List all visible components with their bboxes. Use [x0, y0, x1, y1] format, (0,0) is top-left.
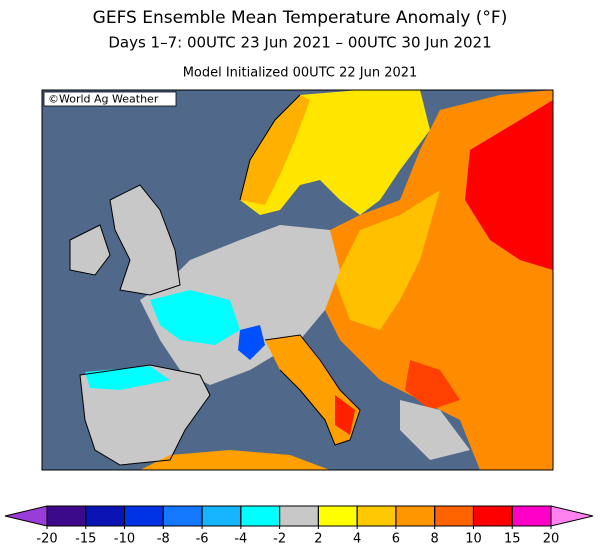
- france-cool: [150, 290, 240, 345]
- colorbar-segment: [395, 505, 436, 527]
- iberia: [80, 365, 210, 465]
- south-italy: [335, 395, 355, 435]
- coastline: [69, 94, 361, 466]
- colorbar-label: 2: [314, 532, 322, 547]
- colorbar-segment: [240, 505, 281, 527]
- map-frame: [41, 89, 554, 471]
- colorbar-label: 6: [392, 532, 400, 547]
- init-line: Model Initialized 00UTC 22 Jun 2021: [183, 66, 418, 81]
- colorbar-label: 10: [465, 532, 482, 547]
- colorbar-segment: [434, 505, 474, 527]
- balkan-hot: [405, 360, 460, 410]
- colorbar-label: 15: [504, 532, 521, 547]
- colorbar-segment: [317, 505, 358, 527]
- credit-box: [43, 91, 177, 107]
- colorbar-over: [550, 505, 594, 527]
- colorbar-label: -8: [157, 532, 170, 547]
- colorbar-segment: [279, 505, 319, 527]
- colorbar-label: -20: [36, 532, 57, 547]
- russia-hot: [465, 100, 553, 270]
- colorbar-under: [4, 505, 48, 527]
- colorbar-label: 20: [543, 532, 560, 547]
- colorbar-label: -4: [234, 532, 247, 547]
- colorbar-segment: [85, 505, 126, 527]
- subtitle: Days 1–7: 00UTC 23 Jun 2021 – 00UTC 30 J…: [108, 34, 491, 52]
- colorbar-label: 8: [431, 532, 439, 547]
- colorbar-segment: [356, 505, 397, 527]
- greece: [400, 400, 470, 460]
- ireland: [70, 225, 110, 275]
- colorbar-segment: [124, 505, 164, 527]
- norway-coast: [240, 95, 310, 205]
- colorbar-label: -2: [273, 532, 286, 547]
- colorbar-segment: [46, 505, 87, 527]
- credit: ©World Ag Weather: [48, 93, 159, 106]
- poland-band: [335, 190, 440, 330]
- title: GEFS Ensemble Mean Temperature Anomaly (…: [93, 8, 508, 28]
- alps-cool: [238, 325, 265, 360]
- iberia-coast: [85, 366, 170, 390]
- colorbar-segment: [162, 505, 203, 527]
- colorbar: -20 -15 -10 -8 -6 -4 -2 2 4 6 8 10 15 20: [4, 505, 594, 547]
- colorbar-segment: [472, 505, 513, 527]
- colorbar-segment: [511, 505, 552, 527]
- colorbar-label: -15: [75, 532, 96, 547]
- colorbar-label: -6: [196, 532, 209, 547]
- map: ©World Ag Weather: [41, 89, 554, 471]
- colorbar-label: -10: [114, 532, 135, 547]
- colorbar-segment: [201, 505, 242, 527]
- africa: [140, 450, 330, 470]
- colorbar-label: 4: [353, 532, 361, 547]
